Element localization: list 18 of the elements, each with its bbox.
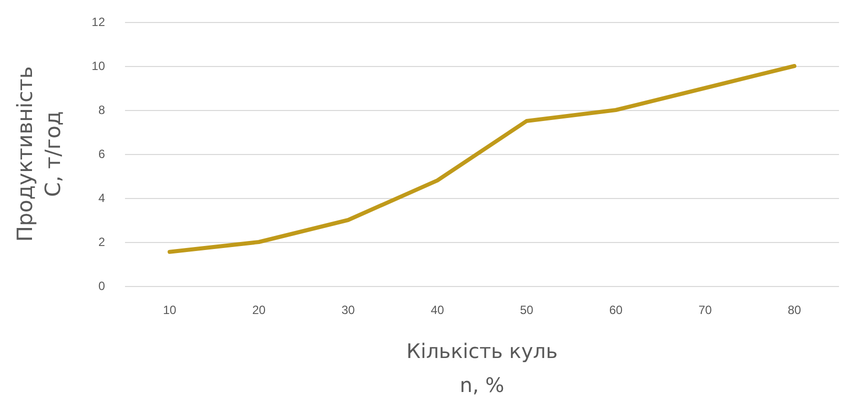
y-axis-title: Продуктивність C, т/год	[13, 66, 65, 242]
y-tick-label: 10	[92, 59, 106, 73]
x-tick-label: 30	[341, 303, 356, 317]
x-tick-label: 60	[609, 303, 623, 317]
y-tick-label: 6	[98, 147, 106, 161]
y-tick-label: 8	[98, 103, 106, 117]
x-tick-label: 10	[162, 303, 177, 317]
line-series	[168, 64, 796, 254]
y-tick-label: 12	[92, 15, 106, 29]
y-tick-label: 0	[98, 279, 106, 293]
x-tick-label: 40	[430, 303, 444, 317]
x-axis-title: Кількість куль n, %	[406, 339, 558, 397]
x-tick-label: 20	[252, 303, 266, 317]
y-tick-label: 4	[98, 191, 106, 205]
x-tick-label: 50	[520, 303, 534, 317]
x-tick-label: 70	[698, 303, 712, 317]
y-tick-label: 2	[98, 235, 106, 249]
x-tick-label: 80	[788, 303, 802, 317]
